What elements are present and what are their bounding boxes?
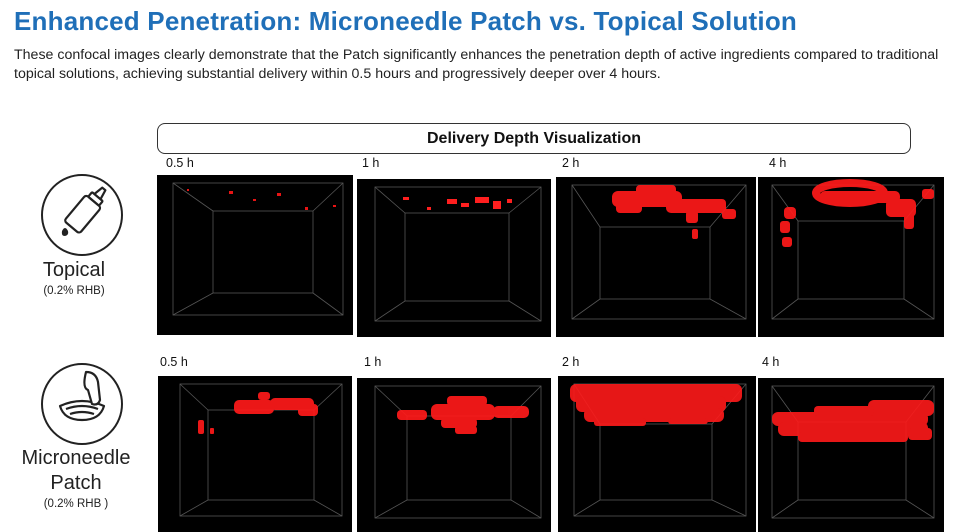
microneedle-patch-icon [41,363,123,445]
microneedle-time-label: 4 h [762,355,780,369]
confocal-image-topical-2h [556,177,756,337]
topical-concentration: (0.2% RHB) [43,285,105,297]
topical-bottle-icon [41,174,123,256]
topical-label: Topical [42,259,106,281]
confocal-image-topical-1h [357,179,551,337]
topical-time-label: 4 h [769,156,787,170]
confocal-image-topical-4h [758,177,944,337]
confocal-image-topical-0-5h [157,175,353,335]
confocal-image-microneedle-2h [558,376,756,532]
topical-time-label: 1 h [362,156,380,170]
microneedle-label-line2: Patch [50,472,102,494]
page-title: Enhanced Penetration: Microneedle Patch … [14,6,797,36]
microneedle-time-label: 0.5 h [160,355,188,369]
confocal-image-microneedle-1h [357,378,551,532]
topical-time-label: 2 h [562,156,580,170]
confocal-image-microneedle-0-5h [158,376,352,532]
visualization-header: Delivery Depth Visualization [157,123,911,154]
microneedle-time-label: 1 h [364,355,382,369]
topical-time-label: 0.5 h [166,156,194,170]
microneedle-concentration: (0.2% RHB ) [43,498,109,510]
microneedle-label: Microneedle [21,447,131,469]
confocal-image-microneedle-4h [758,378,944,532]
microneedle-time-label: 2 h [562,355,580,369]
page-description: These confocal images clearly demonstrat… [14,47,939,82]
